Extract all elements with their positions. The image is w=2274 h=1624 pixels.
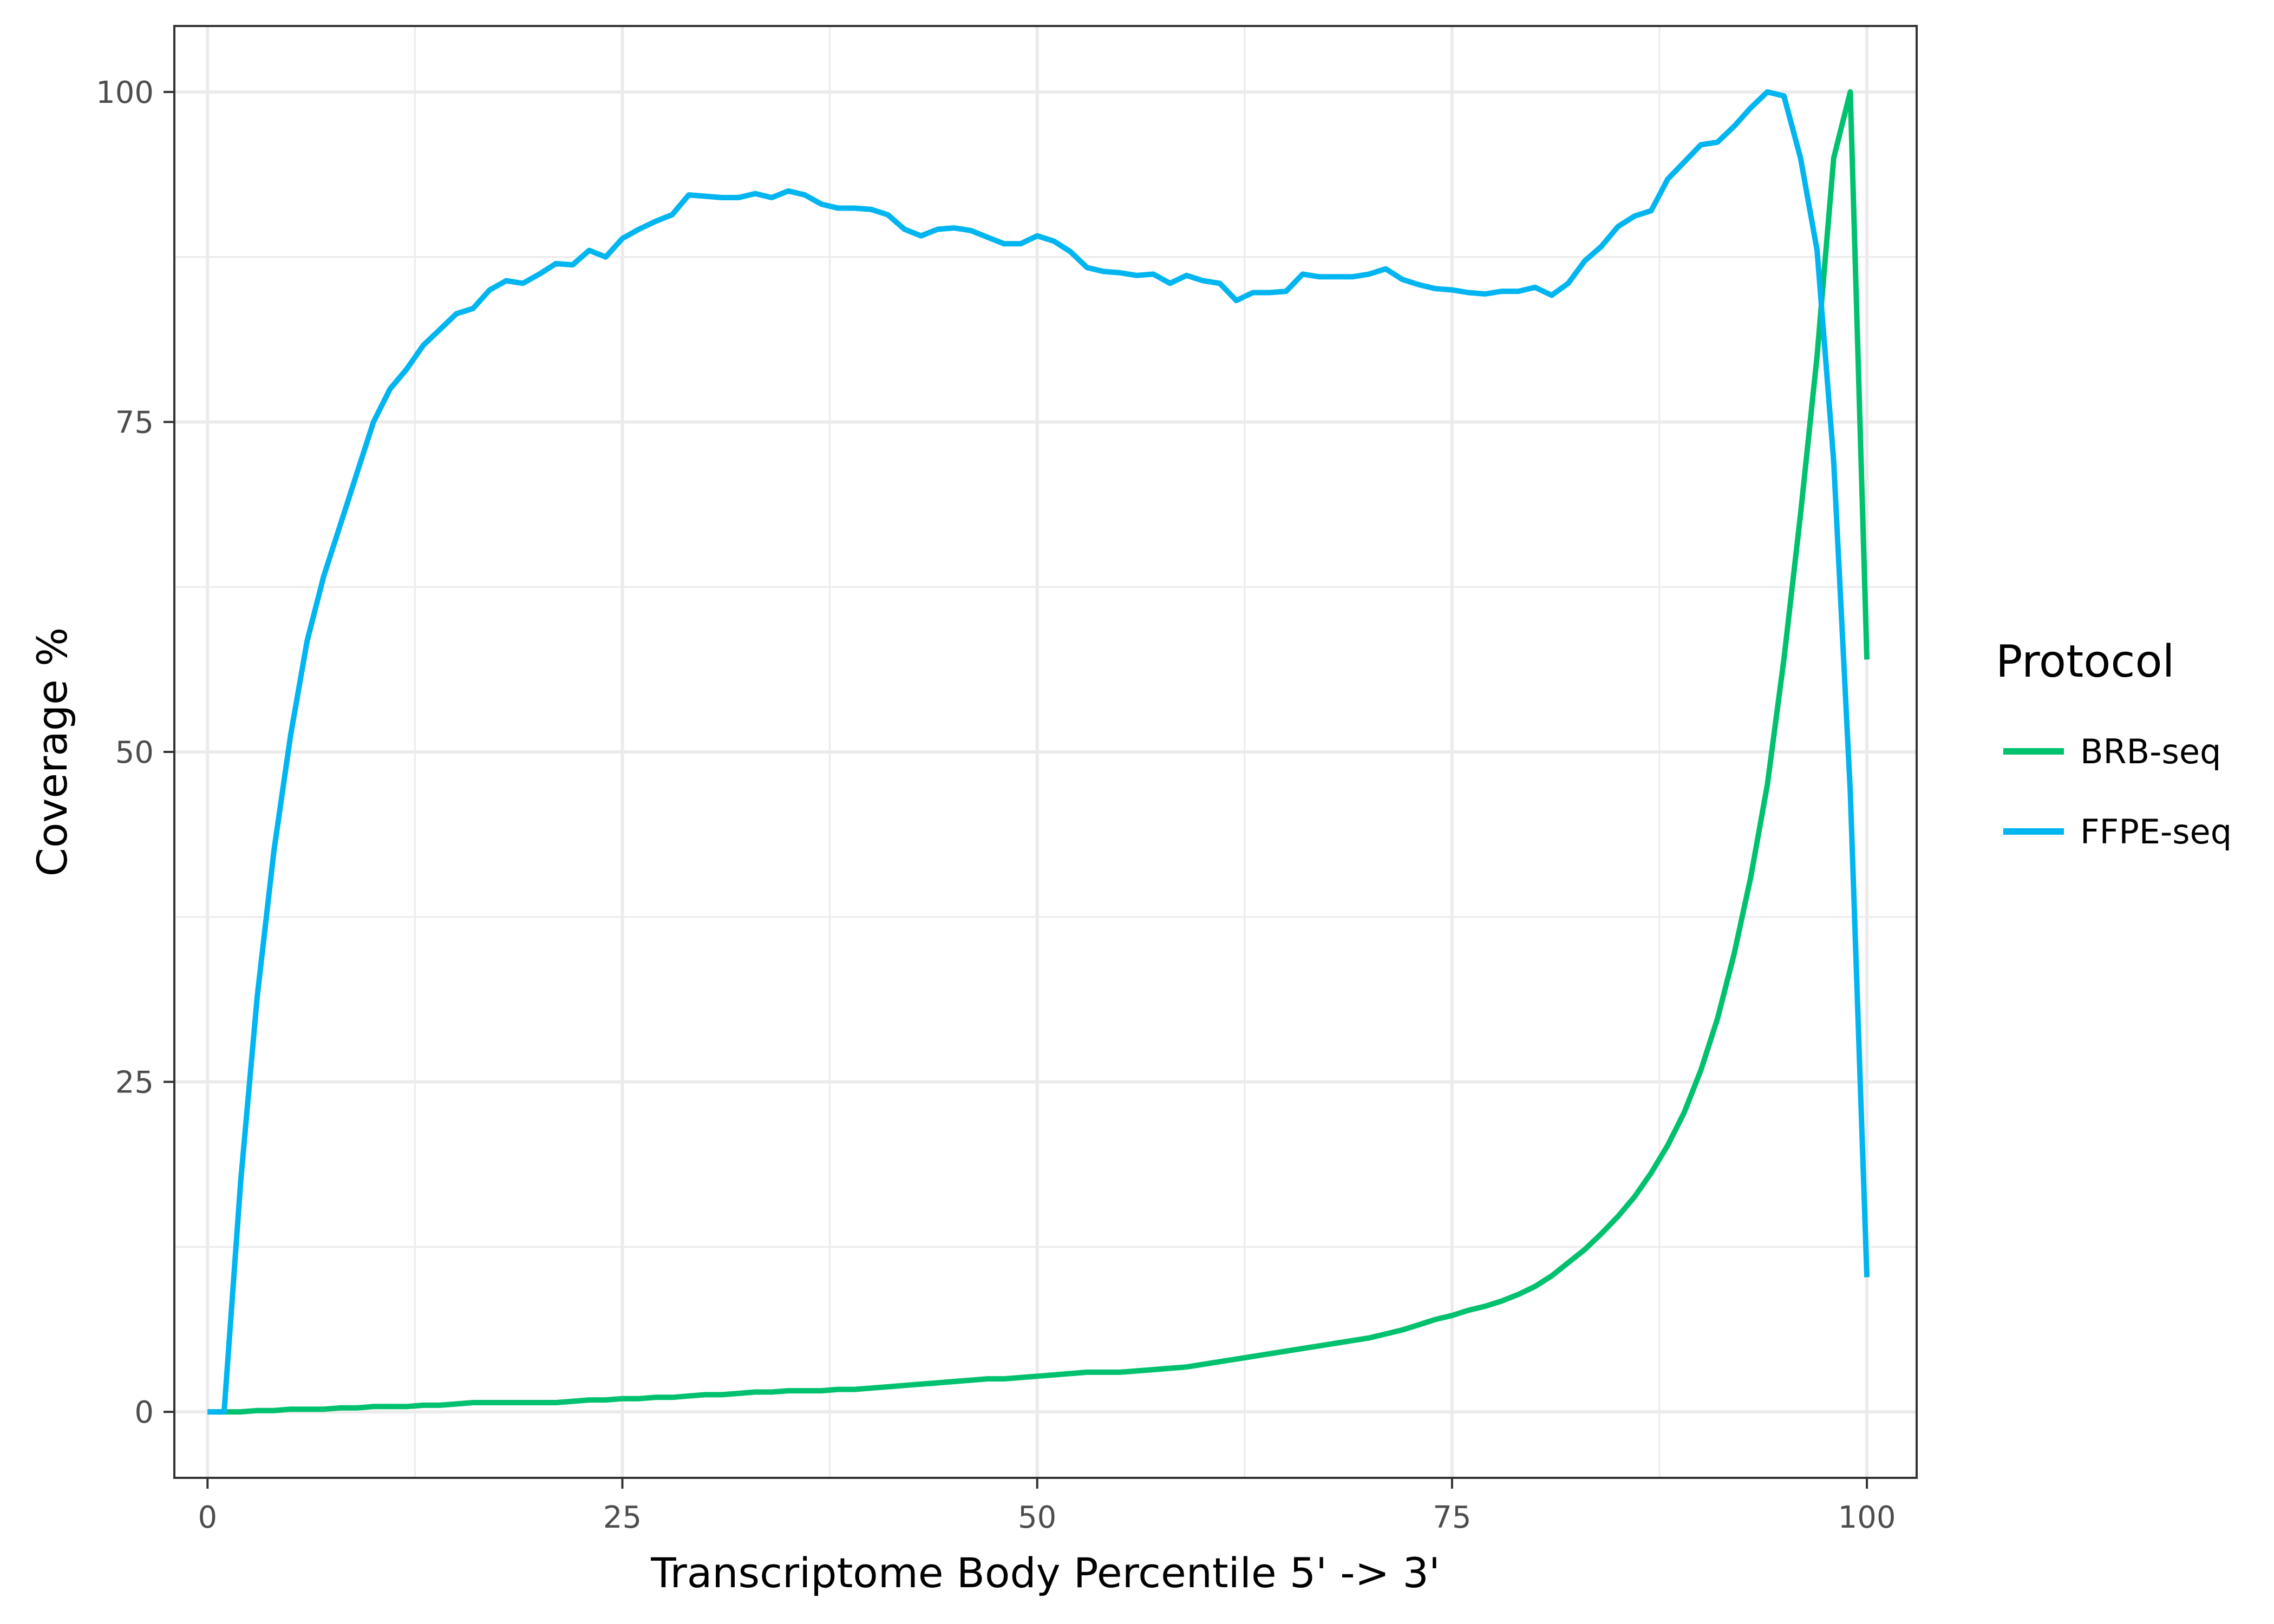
- x-tick-label: 100: [1838, 1500, 1896, 1535]
- minor-gridlines: [174, 26, 1917, 1478]
- y-axis-ticks: 0 25 50 75 100: [96, 75, 174, 1430]
- y-tick-label: 0: [134, 1395, 154, 1430]
- legend-label-brb-seq: BRB-seq: [2080, 732, 2221, 771]
- series-line-ffpe-seq: [207, 89, 1870, 1415]
- y-axis-title: Coverage %: [28, 627, 76, 877]
- legend: Protocol BRB-seq FFPE-seq: [1996, 636, 2232, 852]
- series-line-brb-seq: [207, 89, 1870, 1415]
- x-tick-label: 50: [1018, 1500, 1056, 1535]
- y-tick-label: 75: [115, 405, 154, 440]
- y-tick-label: 100: [96, 75, 154, 110]
- x-axis-title: Transcriptome Body Percentile 5' -> 3': [650, 1549, 1440, 1597]
- x-axis-ticks: 0 25 50 75 100: [198, 1478, 1896, 1535]
- x-tick-label: 0: [198, 1500, 217, 1535]
- y-tick-label: 50: [115, 735, 154, 770]
- y-tick-label: 25: [115, 1065, 154, 1101]
- x-tick-label: 25: [603, 1500, 642, 1535]
- x-tick-label: 75: [1433, 1500, 1471, 1535]
- series-lines: [207, 89, 1870, 1415]
- legend-label-ffpe-seq: FFPE-seq: [2080, 812, 2232, 852]
- legend-title: Protocol: [1996, 636, 2174, 687]
- legend-items: BRB-seq FFPE-seq: [2003, 732, 2232, 852]
- major-gridlines: [174, 26, 1917, 1478]
